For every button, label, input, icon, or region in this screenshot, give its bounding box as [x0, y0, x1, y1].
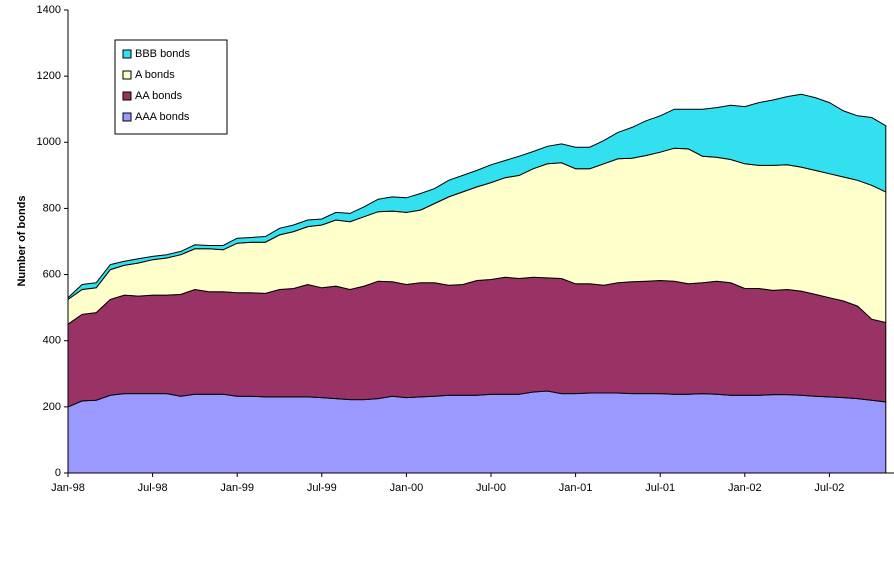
legend-swatch	[122, 49, 132, 59]
legend-swatch	[122, 91, 132, 101]
y-tick-label: 800	[43, 202, 61, 214]
x-tick-label: Jan-99	[220, 482, 254, 494]
y-axis-label: Number of bonds	[16, 195, 28, 286]
x-tick-label: Jul-98	[138, 482, 168, 494]
legend-swatch	[122, 112, 132, 122]
legend-box	[114, 39, 228, 135]
x-tick-label: Jul-00	[476, 482, 506, 494]
x-tick-label: Jul-99	[307, 482, 337, 494]
x-tick-label: Jan-98	[51, 482, 85, 494]
x-tick-label: Jul-01	[645, 482, 675, 494]
legend-label: BBB bonds	[135, 48, 191, 60]
y-tick-label: 400	[43, 335, 61, 347]
x-tick-label: Jul-02	[814, 482, 844, 494]
legend-label: AA bonds	[135, 90, 183, 102]
x-tick-label: Jan-01	[559, 482, 593, 494]
area	[67, 390, 887, 474]
area	[67, 93, 887, 301]
y-tick-label: 0	[55, 467, 61, 479]
y-tick-label: 600	[43, 268, 61, 280]
y-tick-label: 1200	[37, 70, 61, 82]
y-tick-label: 1000	[37, 136, 61, 148]
legend-label: A bonds	[135, 69, 175, 81]
legend-label: AAA bonds	[135, 111, 190, 123]
y-tick-label: 1400	[37, 4, 61, 16]
y-tick-label: 200	[43, 401, 61, 413]
x-tick-label: Jan-00	[390, 482, 424, 494]
legend-swatch	[122, 70, 132, 80]
area	[67, 276, 887, 408]
x-tick-label: Jan-02	[728, 482, 762, 494]
